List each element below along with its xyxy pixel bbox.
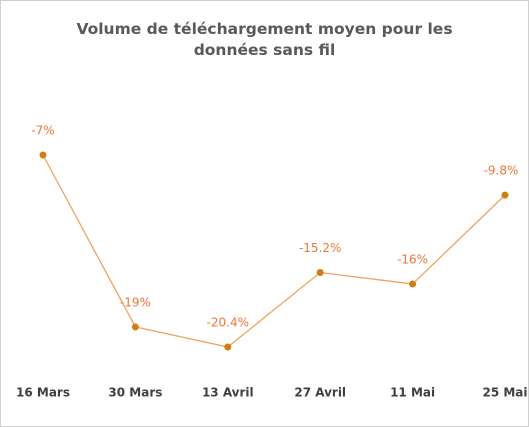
data-label: -15.2% [299, 241, 341, 255]
marker [224, 343, 232, 351]
data-label: -19% [120, 295, 151, 309]
x-tick-label: 25 Mai [482, 386, 527, 400]
marker [316, 268, 324, 276]
data-label: -16% [397, 252, 428, 266]
x-tick-label: 30 Mars [108, 386, 162, 400]
data-label: -20.4% [207, 316, 249, 330]
marker [501, 191, 509, 199]
data-label: -7% [31, 124, 54, 138]
marker [409, 280, 417, 288]
chart-title: Volume de téléchargement moyen pour les … [76, 20, 453, 59]
x-tick-label: 11 Mai [390, 386, 435, 400]
line [42, 154, 506, 348]
x-tick-label: 27 Avril [294, 386, 346, 400]
data-label: -9.8% [484, 164, 519, 178]
x-tick-label: 16 Mars [16, 386, 70, 400]
marker [39, 151, 47, 159]
marker [131, 323, 139, 331]
x-tick-label: 13 Avril [202, 386, 254, 400]
